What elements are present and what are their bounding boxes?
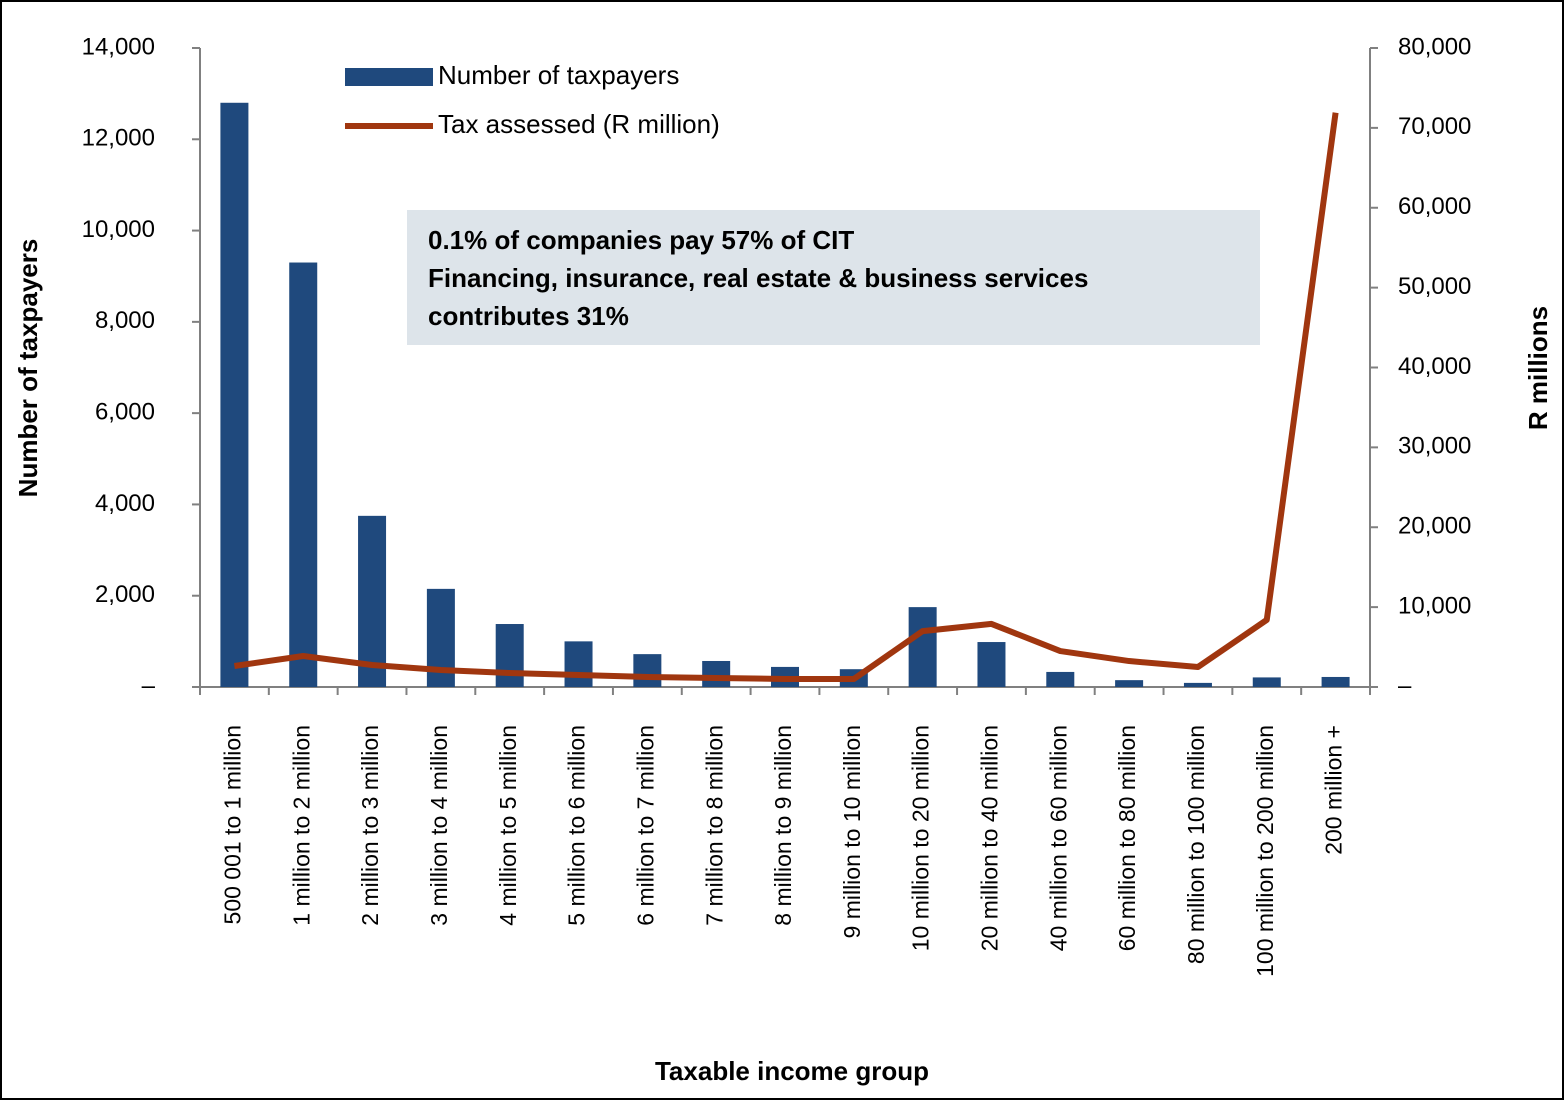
x-tick-label: 6 million to 7 million <box>632 725 658 926</box>
y2-tick-label: – <box>1398 672 1412 699</box>
bar <box>358 515 387 687</box>
bar <box>495 624 524 687</box>
y2-axis-label: R millions <box>1523 306 1553 430</box>
y2-tick-label: 10,000 <box>1398 592 1471 619</box>
x-tick-label: 8 million to 9 million <box>770 725 796 926</box>
legend-swatch <box>345 68 433 86</box>
y2-tick-label: 80,000 <box>1398 33 1471 60</box>
legend-label: Tax assessed (R million) <box>438 109 720 139</box>
x-tick-label: 4 million to 5 million <box>495 725 521 926</box>
annotation: 0.1% of companies pay 57% of CIT <box>428 225 854 255</box>
bar <box>1252 677 1281 687</box>
bar <box>908 607 937 687</box>
annotation-box <box>407 210 1260 345</box>
bar <box>1183 682 1212 687</box>
x-tick-label: 40 million to 60 million <box>1045 725 1071 951</box>
y-tick-label: 12,000 <box>82 125 155 152</box>
x-tick-label: 2 million to 3 million <box>357 725 383 926</box>
x-tick-label: 7 million to 8 million <box>701 725 727 926</box>
x-tick-label: 9 million to 10 million <box>839 725 865 938</box>
y2-tick-label: 50,000 <box>1398 273 1471 300</box>
bar <box>1046 671 1075 687</box>
bar <box>220 102 249 688</box>
y-tick-label: 6,000 <box>95 398 155 425</box>
y-tick-label: – <box>142 672 156 699</box>
y2-tick-label: 60,000 <box>1398 193 1471 220</box>
y2-tick-label: 70,000 <box>1398 113 1471 140</box>
x-tick-label: 1 million to 2 million <box>288 725 314 926</box>
bar <box>564 641 593 687</box>
legend-label: Number of taxpayers <box>438 60 679 90</box>
annotation: Financing, insurance, real estate & busi… <box>428 263 1088 293</box>
y2-tick-label: 40,000 <box>1398 353 1471 380</box>
x-tick-label: 5 million to 6 million <box>564 725 590 926</box>
bar <box>702 660 731 687</box>
y-axis-label: Number of taxpayers <box>13 239 43 498</box>
x-tick-label: 80 million to 100 million <box>1183 725 1209 964</box>
bar <box>633 654 662 687</box>
x-tick-label: 200 million + <box>1321 725 1347 855</box>
bar <box>1321 676 1350 687</box>
x-tick-label: 10 million to 20 million <box>908 725 934 951</box>
bar <box>977 642 1006 687</box>
annotation: contributes 31% <box>428 301 629 331</box>
y-tick-label: 2,000 <box>95 581 155 608</box>
line <box>233 112 1339 683</box>
y-tick-label: 14,000 <box>82 33 155 60</box>
bar <box>1115 680 1144 687</box>
y-tick-label: 8,000 <box>95 307 155 334</box>
x-tick-label: 20 million to 40 million <box>977 725 1003 951</box>
x-tick-label: 3 million to 4 million <box>426 725 452 926</box>
y2-tick-label: 30,000 <box>1398 433 1471 460</box>
y2-tick-label: 20,000 <box>1398 513 1471 540</box>
bar <box>289 262 318 687</box>
y-tick-label: 10,000 <box>82 216 155 243</box>
x-tick-label: 500 001 to 1 million <box>219 725 245 924</box>
x-axis-label: Taxable income group <box>655 1056 929 1086</box>
x-tick-label: 100 million to 200 million <box>1252 725 1278 977</box>
y-tick-label: 4,000 <box>95 490 155 517</box>
x-tick-label: 60 million to 80 million <box>1114 725 1140 951</box>
